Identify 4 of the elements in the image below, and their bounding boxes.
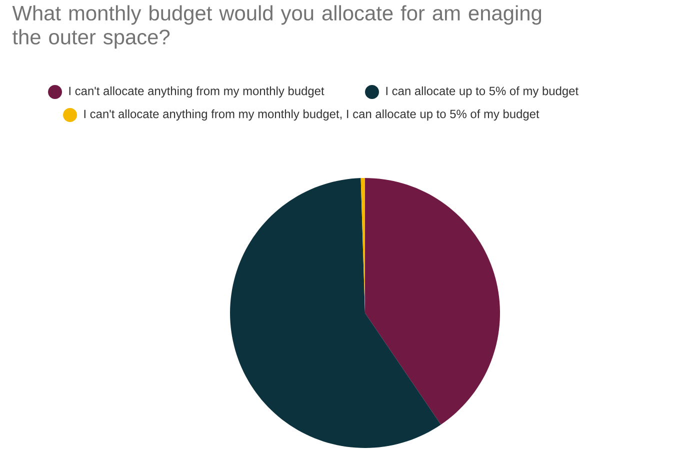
legend-label: I can't allocate anything from my monthly budget [69, 86, 324, 98]
legend-label: I can't allocate anything from my monthly budget, I can allocate up to 5% of my budget [84, 109, 540, 121]
chart-title: What monthly budget would you allocate for am enaging the outer space? [12, 5, 542, 49]
legend-label: I can allocate up to 5% of my budget [386, 86, 578, 98]
